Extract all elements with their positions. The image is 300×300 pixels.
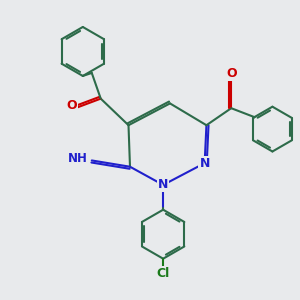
Text: O: O	[226, 68, 236, 80]
Text: Cl: Cl	[157, 267, 170, 280]
Text: N: N	[200, 157, 210, 169]
Text: N: N	[158, 178, 168, 191]
Text: O: O	[66, 99, 77, 112]
Text: NH: NH	[68, 152, 87, 165]
